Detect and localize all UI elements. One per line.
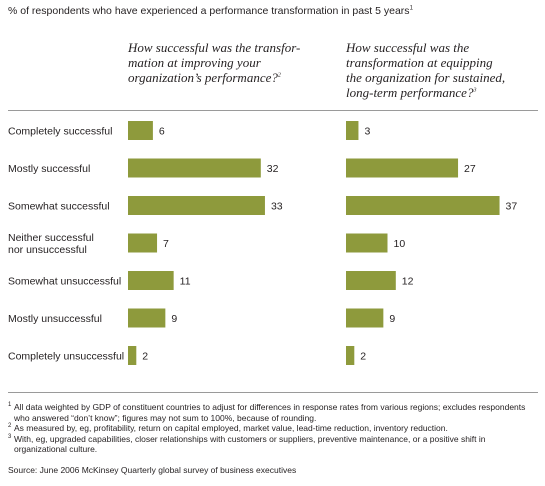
footnote-2-text: As measured by, eg, profitability, retur… xyxy=(14,423,448,434)
question-2-title: How successful was the transformation at … xyxy=(346,40,536,100)
category-label-line: Mostly successful xyxy=(8,163,90,175)
bar-value-label: 12 xyxy=(402,276,414,288)
bar xyxy=(346,308,384,328)
bar xyxy=(346,233,388,253)
bar xyxy=(346,196,500,215)
bottom-rule xyxy=(8,392,538,393)
footnotes: 1 All data weighted by GDP of constituent… xyxy=(8,402,538,455)
bar xyxy=(128,196,265,215)
bar-value-label: 32 xyxy=(267,163,279,175)
bar-value-label: 2 xyxy=(360,351,366,363)
q1-title-line: organization’s performance?2 xyxy=(128,70,281,85)
q2-title-line: long-term performance?3 xyxy=(346,85,477,100)
footnote-3: 3 With, eg, upgraded capabilities, closer… xyxy=(8,433,486,455)
category-label-line: Somewhat unsuccessful xyxy=(8,276,121,288)
bar xyxy=(128,233,158,253)
bar xyxy=(346,158,459,178)
q1-footnote-mark: 2 xyxy=(277,72,281,79)
subtitle-footnote-mark: 1 xyxy=(409,5,413,12)
q1-title-line: How successful was the transfor- xyxy=(128,40,301,55)
category-label-line: nor unsuccessful xyxy=(8,244,87,256)
category-label: Completely unsuccessful xyxy=(8,351,124,363)
category-label: Mostly successful xyxy=(8,163,90,175)
category-label-line: Mostly unsuccessful xyxy=(8,313,102,325)
chart-subtitle: % of respondents who have experienced a … xyxy=(8,5,413,17)
category-label: Completely successful xyxy=(8,126,112,138)
top-rule xyxy=(8,110,538,111)
bar xyxy=(128,346,137,365)
bar-value-label: 10 xyxy=(394,238,406,250)
bar xyxy=(128,121,153,140)
source-note: Source: June 2006 McKinsey Quarterly glo… xyxy=(8,465,297,475)
category-label: Mostly unsuccessful xyxy=(8,313,102,325)
bar-value-label: 9 xyxy=(171,313,177,325)
bar-value-label: 3 xyxy=(364,126,370,138)
category-label: Neither successful nor unsuccessful xyxy=(8,232,94,256)
bar-chart: Completely successful Mostly successful So… xyxy=(8,121,518,365)
bar-value-label: 7 xyxy=(163,238,169,250)
bar xyxy=(128,308,166,328)
category-label-line: Completely unsuccessful xyxy=(8,351,124,363)
bar xyxy=(346,271,396,290)
footnote-3-text: With, eg, upgraded capabilities, closer … xyxy=(14,433,486,455)
bar-value-label: 37 xyxy=(506,201,518,213)
bar-value-label: 9 xyxy=(389,313,395,325)
bar-value-label: 27 xyxy=(464,163,476,175)
subtitle-text: % of respondents who have experienced a … xyxy=(8,5,410,17)
q2-footnote-mark: 3 xyxy=(473,87,477,94)
bar xyxy=(346,121,359,140)
category-label: Somewhat unsuccessful xyxy=(8,276,121,288)
category-label-line: Completely successful xyxy=(8,126,112,138)
footnote-2: 2 As measured by, eg, profitability, retu… xyxy=(8,423,448,434)
bar xyxy=(346,346,355,365)
q2-title-line: How successful was the xyxy=(346,40,470,55)
category-label-line: Somewhat successful xyxy=(8,201,110,213)
q2-title-line: the organization for sustained, xyxy=(346,70,506,85)
bar-value-label: 11 xyxy=(180,276,191,288)
bar-value-label: 2 xyxy=(142,351,148,363)
bar xyxy=(128,158,261,178)
bar-value-label: 33 xyxy=(271,201,283,213)
q1-title-line: mation at improving your xyxy=(128,55,261,70)
bar xyxy=(128,271,174,290)
category-label-line: Neither successful xyxy=(8,232,94,244)
question-1-title: How successful was the transfor-mation a… xyxy=(128,40,318,85)
footnote-1: 1 All data weighted by GDP of constituent… xyxy=(8,402,526,423)
bar-value-label: 6 xyxy=(159,126,165,138)
category-label: Somewhat successful xyxy=(8,201,110,213)
q2-title-line: transformation at equipping xyxy=(346,55,493,70)
footnote-1-text: All data weighted by GDP of constituent … xyxy=(14,402,526,423)
